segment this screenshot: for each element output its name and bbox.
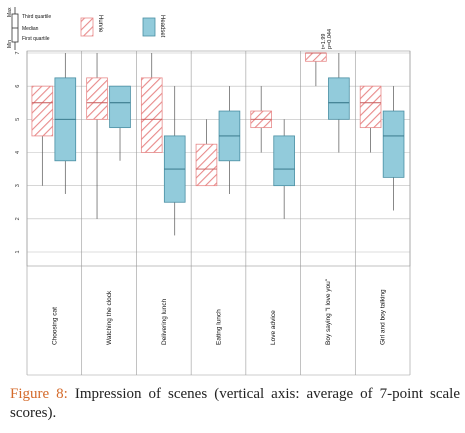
- legend-box-glyph: [11, 7, 19, 50]
- box-headset: [273, 135, 295, 187]
- y-tick-label: 1: [15, 250, 21, 253]
- category-label: Love advice: [270, 310, 277, 345]
- box-hurvie: [305, 52, 327, 62]
- category-label: Delivering lunch: [161, 298, 168, 345]
- legend-swatch-hurvie: [80, 17, 94, 37]
- category-label: Eating lunch: [216, 309, 223, 345]
- caption-label: Figure 8:: [10, 386, 68, 402]
- y-tick-label: 3: [15, 184, 21, 187]
- legend-swatch-headset: [142, 17, 156, 37]
- box-hurvie: [86, 77, 108, 120]
- box-hurvie: [195, 143, 218, 187]
- annotation-stat: p=0.044: [327, 29, 333, 49]
- plot-frame: [26, 50, 411, 267]
- y-tick-label: 7: [15, 51, 21, 54]
- category-label: Boy saying "I love you": [325, 278, 332, 345]
- legend-stat-third-quartile: Third quartile: [22, 14, 51, 20]
- figure-caption: Figure 8: Impression of scenes (vertical…: [10, 385, 460, 423]
- category-label: Watching the clock: [106, 290, 113, 345]
- box-hurvie: [359, 85, 382, 129]
- legend-series-headset: Headset: [159, 15, 165, 38]
- legend-stat-max: Max: [7, 7, 13, 17]
- y-tick-label: 5: [15, 118, 21, 121]
- y-tick-label: 6: [15, 85, 21, 88]
- plot-area: 1 2 3 4 5 6 7 Choosing cat Watching the clock Del…: [15, 29, 411, 376]
- box-hurvie: [31, 85, 54, 137]
- box-headset: [109, 85, 131, 129]
- boxplot-chart: Max Third quartile Median First quartile…: [7, 7, 411, 376]
- caption-text: Impression of scenes (vertical axis: ave…: [10, 386, 460, 421]
- legend-stat-first-quartile: First quartile: [22, 36, 50, 42]
- legend-stat-min: Min: [7, 40, 13, 48]
- box-hurvie: [140, 77, 163, 153]
- legend: Max Third quartile Median First quartile…: [7, 7, 165, 50]
- y-tick-label: 2: [15, 217, 21, 220]
- y-tick-label: 4: [15, 151, 21, 154]
- legend-stat-median: Median: [22, 26, 39, 32]
- legend-series-hurvie: Hurvie: [97, 15, 103, 33]
- category-label: Girl and boy talking: [380, 289, 387, 345]
- box-headset: [328, 77, 350, 120]
- annotation-stat: t=1.99: [321, 34, 327, 49]
- category-label: Choosing cat: [51, 307, 58, 345]
- box-headset: [382, 110, 405, 178]
